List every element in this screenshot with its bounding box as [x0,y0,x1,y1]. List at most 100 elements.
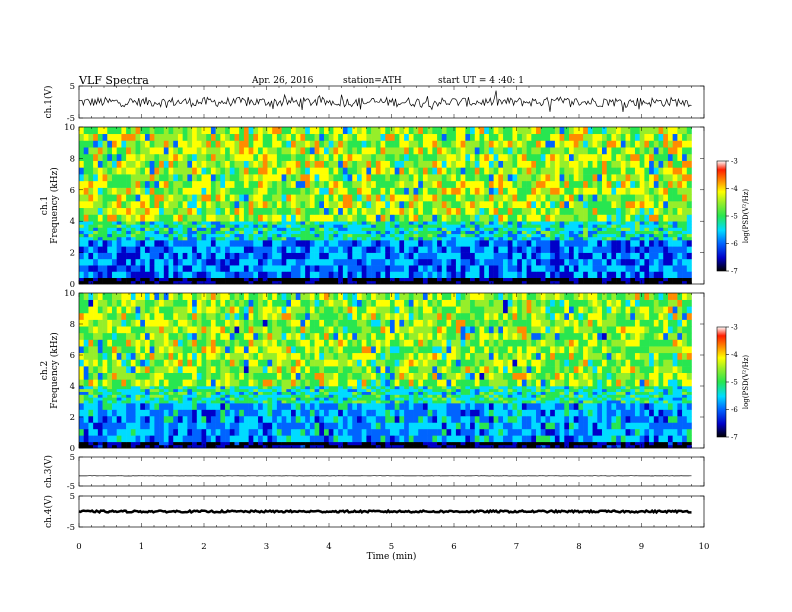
spectrogram-cell [672,214,678,222]
spectrogram-cell [215,444,221,449]
spectrogram-cell [281,160,287,168]
spectrogram-cell [583,160,589,168]
spectrogram-cell [470,133,476,141]
spectrogram-cell [404,207,410,215]
spectrogram-cell [507,444,513,449]
spectrogram-cell [361,147,367,155]
spectrogram-cell [455,280,461,285]
spectrogram-cell [79,252,85,260]
spectrogram-cell [262,133,268,141]
spectrogram-cell [432,233,438,238]
spectrogram-cell [243,400,249,404]
spectrogram-cell [88,147,94,155]
spectrogram-cell [550,271,556,279]
spectrogram-cell [540,415,546,423]
spectrogram-cell [437,167,443,175]
spectrogram-cell [564,277,570,282]
spectrogram-cell [583,265,589,272]
spectrogram-cell [201,277,207,282]
spectrogram-cell [375,422,381,430]
spectrogram-cell [281,428,287,436]
spectrogram-cell [432,230,438,235]
spectrogram-cell [686,194,692,202]
spectrogram-cell [177,441,183,446]
spectrogram-cell [342,422,348,430]
spectrogram-cell [295,277,301,282]
spectrogram-cell [371,258,377,266]
spectrogram-cell [611,265,617,272]
spectrogram-cell [545,230,551,235]
spectrogram-cell [503,258,509,266]
spectrogram-cell [512,133,518,141]
spectrogram-cell [135,201,141,209]
spectrogram-cell [682,174,688,182]
spectrogram-cell [366,127,372,135]
spectrogram-cell [521,240,527,247]
spectrogram-cell [545,187,551,195]
spectrogram-cell [220,246,226,253]
spectrogram-cell [88,160,94,168]
spectrogram-cell [432,400,438,404]
spectrogram-cell [130,224,136,228]
spectrogram-cell [229,214,235,222]
spectrogram-cell [634,160,640,168]
spectrogram-cell [672,233,678,238]
spectrogram-cell [526,153,532,161]
spectrogram-cell [225,422,231,430]
spectrogram-cell [375,221,381,225]
spectrogram-cell [262,201,268,209]
spectrogram-cell [686,265,692,272]
spectrogram-cell [253,167,259,175]
spectrogram-cell [234,221,240,225]
spectrogram-cell [267,127,273,135]
spectrogram-cell [592,397,598,401]
spectrogram-cell [88,444,94,449]
spectrogram-cell [102,397,108,401]
spectrogram-cell [418,194,424,202]
spectrogram-cell [243,127,249,135]
spectrogram-cell [479,221,485,225]
spectrogram-cell [578,403,584,410]
spectrogram-cell [394,240,400,247]
spectrogram-cell [305,221,311,225]
spectrogram-cell [554,444,560,449]
spectrogram-cell [639,201,645,209]
spectrogram-cell [422,441,428,446]
spectrogram-cell [229,236,235,241]
spectrogram-cell [446,230,452,235]
spectrogram-cell [168,441,174,446]
spectrogram-cell [196,153,202,161]
spectrogram-cell [554,153,560,161]
spectrogram-cell [333,174,339,182]
spectrogram-cell [437,227,443,231]
spectrogram-cell [531,397,537,401]
spectrogram-cell [587,428,593,436]
spectrogram-cell [521,133,527,141]
spectrogram-cell [536,403,542,410]
spectrogram-cell [493,444,499,449]
spectrogram-cell [601,167,607,175]
spectrogram-cell [328,174,334,182]
spectrogram-cell [295,153,301,161]
spectrogram-cell [97,221,103,225]
spectrogram-cell [531,147,537,155]
spectrogram-cell [163,233,169,238]
spectrogram-cell [667,194,673,202]
spectrogram-cell [493,167,499,175]
spectrogram-cell [394,194,400,202]
spectrogram-cell [677,236,683,241]
spectrogram-cell [286,444,292,449]
spectrogram-cell [182,230,188,235]
spectrogram-cell [116,201,122,209]
spectrogram-cell [97,133,103,141]
spectrogram-cell [97,147,103,155]
spectrogram-cell [187,258,193,266]
spectrogram-cell [319,403,325,410]
spectrogram-cell [667,236,673,241]
spectrogram-cell [672,133,678,141]
spectrogram-cell [474,441,480,446]
spectrogram-cell [418,271,424,279]
spectrogram-cell [559,174,565,182]
spectrogram-cell [258,271,264,279]
spectrogram-cell [597,277,603,282]
